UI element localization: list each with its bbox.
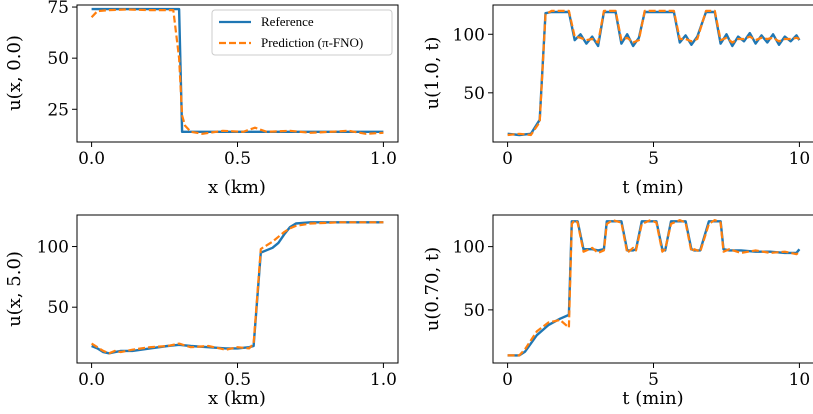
panel-3-ylabel: u(x, 5.0) xyxy=(4,251,25,327)
panel-3-series-reference xyxy=(91,221,384,355)
panel-4-ytick-label: 100 xyxy=(453,238,485,258)
panel-3-ytick-label: 50 xyxy=(47,298,69,318)
panel-3-xtick-label: 1.0 xyxy=(370,370,397,390)
panel-4-ylabel: u(0.70, t) xyxy=(422,247,443,331)
panel-3-ticks: 0.0 0.5 1.0 50 100 xyxy=(37,238,397,390)
legend: Reference Prediction (π-FNO) xyxy=(211,9,393,56)
panel-3-lines xyxy=(91,221,384,355)
panel-4-axes-frame xyxy=(492,214,813,364)
panel-1-axes-frame xyxy=(76,4,399,143)
panel-1-xlabel: x (km) xyxy=(208,177,266,198)
legend-frame xyxy=(211,9,393,56)
panel-1-series-prediction xyxy=(90,8,384,135)
panel-3-axes-frame xyxy=(76,214,399,364)
panel-1-ytick-label: 25 xyxy=(47,100,69,120)
panel-2-ylabel: u(1.0, t) xyxy=(422,37,443,110)
panel-1-lines xyxy=(90,7,384,135)
panel-4-lines xyxy=(507,219,801,357)
panel-2-ticks: 0 5 10 50 100 xyxy=(453,25,811,169)
panel-4-xtick-label: 5 xyxy=(648,370,659,390)
legend-prediction-label: Prediction (π-FNO) xyxy=(261,35,363,50)
panel-1-xtick-label: 0.5 xyxy=(224,149,251,169)
panel-2-ytick-label: 50 xyxy=(463,84,485,104)
panel-3-xlabel: x (km) xyxy=(208,388,266,409)
panel-4-xlabel: t (min) xyxy=(622,388,683,409)
panel-2-lines xyxy=(507,9,801,137)
panel-1: 0.0 0.5 1.0 25 50 75 x (km) u(x, 0.0) Referen… xyxy=(4,0,399,198)
panel-2: 0 5 10 50 100 t (min) u(1.0, t) xyxy=(422,4,813,198)
panel-4-xtick-label: 0 xyxy=(502,370,513,390)
panel-4-ticks: 0 5 10 50 100 xyxy=(453,238,811,390)
panel-1-xtick-label: 0.0 xyxy=(78,149,105,169)
panel-4-series-prediction xyxy=(507,219,801,357)
panel-4-xtick-label: 10 xyxy=(789,370,811,390)
panel-1-ticks: 0.0 0.5 1.0 25 50 75 xyxy=(47,0,397,169)
panel-2-axes-frame xyxy=(492,4,813,143)
panel-1-ylabel: u(x, 0.0) xyxy=(4,35,25,111)
panel-3-series-prediction xyxy=(91,221,384,355)
panel-2-series-prediction xyxy=(507,9,800,137)
panel-1-series-reference xyxy=(91,7,384,134)
panel-3-ytick-label: 100 xyxy=(37,238,69,258)
panel-3-xtick-label: 0.5 xyxy=(224,370,251,390)
panel-2-xtick-label: 10 xyxy=(789,149,811,169)
panel-3-xtick-label: 0.0 xyxy=(78,370,105,390)
panel-2-xtick-label: 5 xyxy=(648,149,659,169)
panel-2-xlabel: t (min) xyxy=(622,177,683,198)
panel-2-series-reference xyxy=(507,10,801,137)
panel-2-xtick-label: 0 xyxy=(502,149,513,169)
panel-4-series-reference xyxy=(507,220,801,357)
legend-reference-label: Reference xyxy=(261,14,314,29)
panel-4: 0 5 10 50 100 t (min) u(0.70, t) xyxy=(422,214,813,409)
panel-4-ytick-label: 50 xyxy=(463,301,485,321)
panel-1-ytick-label: 50 xyxy=(47,49,69,69)
panel-1-ytick-label: 75 xyxy=(47,0,69,18)
panel-2-ytick-label: 100 xyxy=(453,25,485,45)
panel-1-xtick-label: 1.0 xyxy=(370,149,397,169)
panel-3: 0.0 0.5 1.0 50 100 x (km) u(x, 5.0) xyxy=(4,214,399,409)
